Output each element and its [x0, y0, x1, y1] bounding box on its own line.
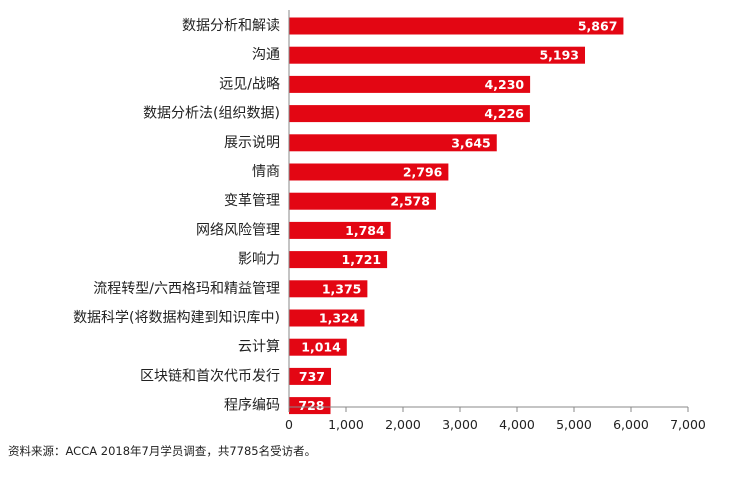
- bar: [289, 163, 449, 181]
- x-tick-label: 2,000: [385, 417, 421, 432]
- category-label: 影响力: [238, 252, 280, 268]
- x-tick-label: 6,000: [613, 417, 649, 432]
- data-label: 5,193: [539, 48, 579, 63]
- category-label: 流程转型/六西格玛和精益管理: [93, 281, 280, 297]
- data-label: 3,645: [451, 135, 491, 150]
- x-tick-label: 7,000: [670, 417, 706, 432]
- x-tick-label: 5,000: [556, 417, 592, 432]
- category-label: 远见/战略: [219, 76, 280, 92]
- bar: [289, 397, 331, 415]
- data-label: 737: [299, 369, 325, 384]
- bar: [289, 192, 436, 210]
- category-label: 区块链和首次代币发行: [140, 368, 280, 384]
- bar: [289, 251, 388, 269]
- bar: [289, 280, 368, 298]
- x-tick-label: 1,000: [328, 417, 364, 432]
- bar: [289, 338, 347, 356]
- x-axis-ticks: 0 1,000 2,000 3,000 4,000 5,000 6,000 7,000: [285, 407, 706, 432]
- bar: [289, 367, 332, 385]
- data-label: 2,578: [390, 194, 430, 209]
- category-label: 网络风险管理: [196, 222, 280, 238]
- bar: [289, 221, 391, 239]
- data-label: 1,014: [301, 340, 341, 355]
- bar: [289, 46, 586, 64]
- source-note: 资料来源：ACCA 2018年7月学员调查，共7785名受访者。: [8, 444, 317, 458]
- data-label: 1,324: [319, 311, 359, 326]
- data-label: 5,867: [578, 19, 618, 34]
- category-label: 展示说明: [224, 135, 280, 151]
- category-label: 数据科学(将数据构建到知识库中): [73, 309, 280, 326]
- data-label: 1,721: [342, 252, 382, 267]
- x-tick-label: 0: [285, 417, 293, 432]
- bar: [289, 105, 530, 123]
- category-label: 数据分析法(组织数据): [143, 106, 280, 122]
- data-label: 4,226: [484, 106, 524, 121]
- category-label: 程序编码: [224, 398, 280, 414]
- data-label: 1,784: [345, 223, 385, 238]
- bar-chart: 数据分析和解读 5,867 沟通 5,193 远见/战略 4,230 数据分析法(组织数据)…: [73, 10, 706, 432]
- data-label: 1,375: [322, 281, 362, 296]
- data-label: 728: [298, 398, 324, 413]
- x-tick-label: 3,000: [442, 417, 478, 432]
- bars-group: 数据分析和解读 5,867 沟通 5,193 远见/战略 4,230 数据分析法(组织数据)…: [73, 17, 624, 415]
- bar: [289, 75, 531, 93]
- bar: [289, 134, 497, 152]
- category-label: 变革管理: [224, 193, 280, 209]
- category-label: 情商: [252, 164, 280, 180]
- x-tick-label: 4,000: [499, 417, 535, 432]
- category-label: 沟通: [252, 47, 280, 63]
- data-label: 2,796: [403, 165, 443, 180]
- bar: [289, 309, 365, 327]
- data-label: 4,230: [485, 77, 525, 92]
- category-label: 数据分析和解读: [182, 17, 280, 34]
- bar: [289, 17, 624, 35]
- category-label: 云计算: [238, 339, 280, 355]
